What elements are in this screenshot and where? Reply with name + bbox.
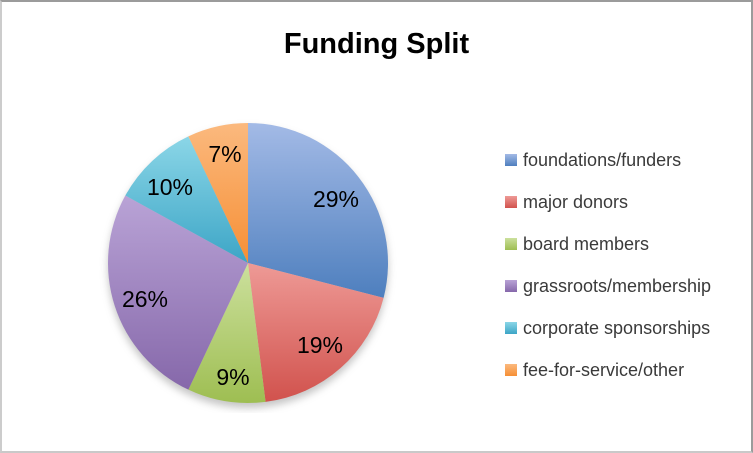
legend-item-major-donors: major donors bbox=[505, 191, 711, 213]
legend-label: corporate sponsorships bbox=[523, 317, 711, 338]
chart-title: Funding Split bbox=[283, 28, 470, 60]
legend-label: foundations/funders bbox=[523, 149, 682, 170]
legend-swatch-icon bbox=[505, 364, 517, 376]
pie-slice-corporate-sponsorships bbox=[125, 136, 248, 263]
pie-label-board-members: 9% bbox=[216, 364, 249, 390]
legend-swatch-icon bbox=[505, 154, 517, 166]
pie-label-major-donors: 19% bbox=[297, 332, 343, 358]
legend-item-grassroots-membership: grassroots/membership bbox=[505, 275, 711, 297]
legend-label: major donors bbox=[523, 191, 629, 212]
pie-label-fee-for-service-other: 7% bbox=[208, 141, 241, 167]
legend-swatch-icon bbox=[505, 196, 517, 208]
legend-item-board-members: board members bbox=[505, 233, 711, 255]
legend-label: grassroots/membership bbox=[523, 275, 712, 296]
legend-item-foundations-funders: foundations/funders bbox=[505, 149, 711, 171]
pie-label-foundations-funders: 29% bbox=[313, 186, 359, 212]
legend: foundations/funders major donors board m… bbox=[505, 149, 711, 401]
pie-slices bbox=[107, 123, 388, 404]
legend-swatch-icon bbox=[505, 280, 517, 292]
pie-slice-board-members bbox=[188, 263, 266, 404]
pie-slice-major-donors bbox=[248, 263, 384, 402]
pie-labels: 29% 19% 9% 26% 10% 7% bbox=[122, 141, 359, 390]
legend-item-corporate-sponsorships: corporate sponsorships bbox=[505, 317, 711, 339]
pie-slice-grassroots-membership bbox=[107, 195, 249, 390]
pie-label-grassroots-membership: 26% bbox=[122, 286, 168, 312]
legend-label: fee-for-service/other bbox=[523, 359, 685, 380]
pie-label-corporate-sponsorships: 10% bbox=[147, 174, 193, 200]
pie-slice-fee-for-service-other bbox=[188, 123, 248, 263]
pie-chart: 29% 19% 9% 26% 10% 7% bbox=[107, 123, 388, 404]
legend-label: board members bbox=[523, 233, 650, 254]
legend-swatch-icon bbox=[505, 322, 517, 334]
pie-slice-foundations-funders bbox=[248, 123, 388, 298]
legend-item-fee-for-service-other: fee-for-service/other bbox=[505, 359, 711, 381]
legend-swatch-icon bbox=[505, 238, 517, 250]
